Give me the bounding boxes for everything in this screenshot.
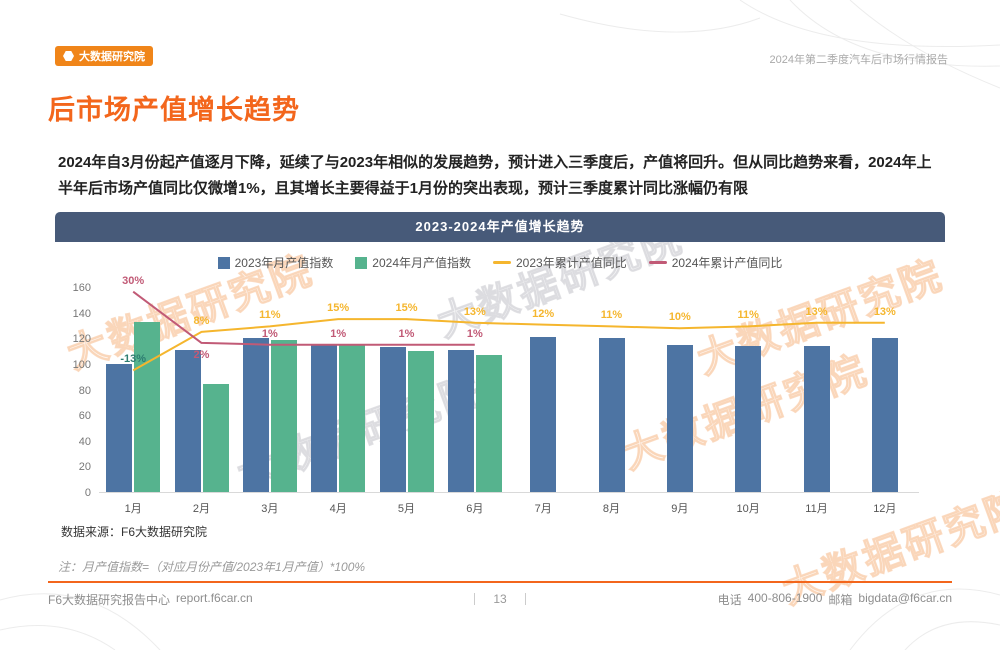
bar-2023-m5 — [379, 347, 406, 492]
line-label-2023: 13% — [463, 305, 486, 318]
line-label-2023: 11% — [600, 309, 623, 322]
legend-label: 2023年累计产值同比 — [516, 256, 627, 270]
email-address[interactable]: bigdata@f6car.cn — [858, 591, 952, 605]
line-label-2023: 11% — [259, 309, 281, 322]
phone-number: 400-806-1900 — [747, 591, 823, 605]
x-axis-label: 9月 — [671, 503, 689, 515]
chart-legend: 2023年月产值指数 2024年月产值指数 2023年累计产值同比 2024年累计产值… — [55, 254, 945, 271]
footer-site-link[interactable]: report.f6car.cn — [176, 591, 253, 605]
bar-2023-m4 — [311, 344, 338, 492]
x-axis-label: 2月 — [192, 503, 211, 515]
line-2023-cumulative-yoy — [132, 318, 885, 372]
chart-plot: 0 20 40 60 80 100 120 140 160 1月 2月 3月 4月 5月 6月 7月 8月 9月 1… — [73, 275, 919, 515]
x-axis-label: 4月 — [329, 503, 347, 515]
x-axis-label: 12月 — [873, 503, 897, 515]
phone-label: 电话 — [717, 593, 742, 607]
x-axis-label: 8月 — [602, 503, 621, 515]
line-label-2023: 13% — [873, 305, 896, 318]
bar-2024-m5 — [407, 351, 434, 492]
bar-2023-m10 — [735, 345, 762, 492]
y-axis-label: 80 — [78, 384, 91, 397]
bar-2024-m2 — [202, 384, 229, 492]
line-label-2024: 1% — [398, 327, 415, 340]
legend-item: 2023年月产值指数 — [217, 254, 334, 271]
x-axis-label: 5月 — [397, 503, 416, 515]
bar-2023-m7 — [530, 336, 557, 492]
logo-text: 大数据研究院 — [79, 51, 145, 63]
legend-label: 2023年月产值指数 — [234, 256, 334, 270]
page-number-divider — [524, 593, 526, 605]
line-label-2023: 11% — [737, 309, 759, 322]
bar-2023-m9 — [666, 344, 693, 492]
report-label: 2024年第二季度汽车后市场行情报告 — [769, 54, 948, 66]
line-label-2024: 1% — [466, 327, 483, 340]
y-axis-label: 60 — [78, 410, 91, 423]
bar-2023-m12 — [871, 338, 898, 492]
bar-2024-m4 — [339, 344, 366, 492]
legend-line-swatch — [493, 261, 511, 264]
bar-2024-m3 — [270, 339, 297, 492]
line-label-2024: 1% — [330, 327, 347, 340]
legend-item: 2024年月产值指数 — [355, 254, 471, 271]
y-axis-label: 120 — [72, 333, 91, 346]
y-axis-label: 140 — [72, 307, 91, 320]
line-label-2023: 10% — [668, 311, 691, 324]
legend-bar-swatch — [355, 256, 368, 269]
page-number: 13 — [493, 592, 507, 606]
summary-text: 2024年自3月份起产值逐月下降，延续了与2023年相似的发展趋势，预计进入三季… — [58, 154, 932, 197]
line-label-2023: 15% — [327, 302, 350, 315]
chart-title: 2023-2024年产值增长趋势 — [55, 212, 945, 242]
data-source: 数据来源：F6大数据研究院 — [61, 525, 208, 539]
bar-2023-m11 — [803, 345, 830, 492]
x-axis-label: 6月 — [466, 503, 484, 515]
page-number-group: 13 — [48, 592, 952, 606]
legend-item: 2023年累计产值同比 — [493, 254, 627, 271]
footer-right: 电话 400-806-1900 邮箱 bigdata@f6car.cn — [718, 591, 952, 608]
page-footer: F6大数据研究报告中心 report.f6car.cn 13 电话 400-80… — [48, 591, 952, 611]
y-axis-label: 100 — [72, 358, 91, 371]
line-label-2024: 30% — [122, 274, 145, 287]
line-label-2023: 12% — [532, 307, 555, 320]
x-axis-label: 3月 — [261, 503, 279, 515]
y-axis-label: 20 — [78, 461, 91, 474]
bar-2023-m1 — [106, 363, 133, 492]
x-axis-label: 7月 — [534, 503, 552, 515]
trend-lines — [132, 290, 885, 372]
x-axis-label: 11月 — [805, 503, 828, 515]
line-label-2023: 13% — [805, 305, 828, 318]
email-label: 邮箱 — [828, 593, 853, 607]
bar-2024-m1 — [134, 321, 161, 492]
bar-2024-m6 — [475, 354, 502, 492]
line-label-2024: 2% — [193, 348, 210, 361]
y-axis-label: 0 — [84, 487, 91, 499]
legend-label: 2024年月产值指数 — [372, 256, 471, 270]
footer-divider — [48, 581, 952, 583]
legend-label: 2024年累计产值同比 — [671, 256, 783, 270]
y-axis-label: 160 — [72, 282, 91, 294]
x-axis-label: 10月 — [736, 503, 760, 515]
footer-left: F6大数据研究报告中心 report.f6car.cn — [48, 591, 253, 608]
y-axis-label: 40 — [78, 435, 91, 448]
line-label-2023: 8% — [193, 314, 210, 327]
legend-bar-swatch — [217, 256, 230, 269]
legend-line-swatch — [648, 261, 667, 264]
x-axis-label: 1月 — [124, 503, 142, 515]
bar-2023-m2 — [174, 349, 201, 492]
footnote: 注：月产值指数=（对应月份产值/2023年1月产值）*100% — [58, 560, 366, 574]
footer-dept: F6大数据研究报告中心 — [48, 593, 171, 607]
page-title: 后市场产值增长趋势 — [48, 95, 300, 125]
bar-2023-m8 — [598, 338, 625, 492]
chart-card: 2023-2024年产值增长趋势 2023年月产值指数 2024年月产值指数 202… — [55, 212, 945, 544]
bar-2023-m3 — [242, 338, 269, 492]
page-number-divider — [474, 593, 476, 605]
f6-logo-icon — [63, 51, 74, 61]
f6-logo: 大数据研究院 — [55, 46, 153, 66]
line-2024-cumulative-yoy — [132, 290, 475, 346]
legend-item: 2024年累计产值同比 — [648, 254, 783, 271]
line-label-2023: 15% — [395, 302, 418, 315]
bar-2023-m6 — [447, 349, 474, 492]
line-label-2024: 1% — [261, 327, 278, 340]
line-label-2023: -13% — [120, 353, 146, 366]
